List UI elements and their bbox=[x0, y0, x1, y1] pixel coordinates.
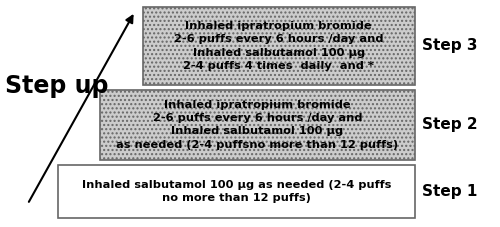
Text: Step 3: Step 3 bbox=[422, 38, 478, 54]
Bar bbox=[100, 90, 415, 160]
Text: Inhaled salbutamol 100 μg as needed (2-4 puffs
no more than 12 puffs): Inhaled salbutamol 100 μg as needed (2-4… bbox=[82, 180, 391, 203]
Text: Step 2: Step 2 bbox=[422, 117, 478, 132]
Text: Inhaled ipratropium bromide
2-6 puffs every 6 hours /day and
Inhaled salbutamol : Inhaled ipratropium bromide 2-6 puffs ev… bbox=[116, 100, 398, 150]
Bar bbox=[142, 7, 415, 85]
Text: Step 1: Step 1 bbox=[422, 184, 478, 199]
Text: Inhaled ipratropium bromide
2-6 puffs every 6 hours /day and
Inhaled salbutamol : Inhaled ipratropium bromide 2-6 puffs ev… bbox=[174, 21, 384, 71]
Bar bbox=[58, 165, 415, 218]
Text: Step up: Step up bbox=[5, 74, 108, 98]
